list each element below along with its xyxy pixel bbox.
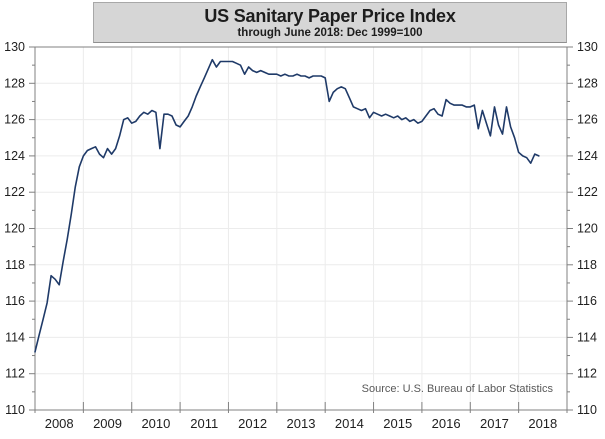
chart-title-box: US Sanitary Paper Price Index through Ju… [93,2,567,43]
svg-text:114: 114 [577,330,597,344]
svg-text:110: 110 [577,403,597,417]
price-index-series-line [34,58,540,353]
svg-text:118: 118 [5,258,25,272]
svg-text:122: 122 [4,185,25,199]
chart-subtitle: through June 2018: Dec 1999=100 [237,27,423,39]
svg-text:118: 118 [577,258,597,272]
svg-text:128: 128 [4,76,25,90]
svg-text:112: 112 [5,367,25,381]
svg-text:120: 120 [4,222,25,236]
svg-text:114: 114 [5,330,25,344]
svg-text:2015: 2015 [383,416,412,431]
svg-text:2010: 2010 [141,416,170,431]
svg-text:112: 112 [577,367,597,381]
svg-text:128: 128 [577,76,598,90]
svg-text:122: 122 [577,185,598,199]
axis-ticks [29,46,573,413]
svg-text:126: 126 [577,113,598,127]
svg-text:2012: 2012 [238,416,267,431]
svg-text:2013: 2013 [287,416,316,431]
svg-text:116: 116 [5,294,25,308]
chart-title: US Sanitary Paper Price Index [204,6,456,26]
x-axis-labels: 2008 2009 2010 2011 2012 2013 2014 2015 2016 2017… [45,416,558,431]
source-attribution: Source: U.S. Bureau of Labor Statistics [361,383,553,395]
svg-text:126: 126 [4,113,25,127]
svg-text:2016: 2016 [432,416,461,431]
svg-text:2008: 2008 [45,416,74,431]
svg-text:124: 124 [4,149,25,163]
svg-text:130: 130 [4,40,25,54]
svg-text:120: 120 [577,222,598,236]
svg-text:2014: 2014 [335,416,364,431]
svg-text:2017: 2017 [480,416,509,431]
gridlines [35,47,567,410]
y-axis-labels: 110 110 112 112 114 114 116 116 118 118 120 120 122 1… [4,40,598,417]
svg-text:116: 116 [577,294,597,308]
svg-text:2018: 2018 [528,416,557,431]
svg-text:130: 130 [577,40,598,54]
svg-text:2011: 2011 [190,416,218,431]
svg-text:124: 124 [577,149,598,163]
svg-text:110: 110 [5,403,25,417]
svg-text:2009: 2009 [93,416,122,431]
